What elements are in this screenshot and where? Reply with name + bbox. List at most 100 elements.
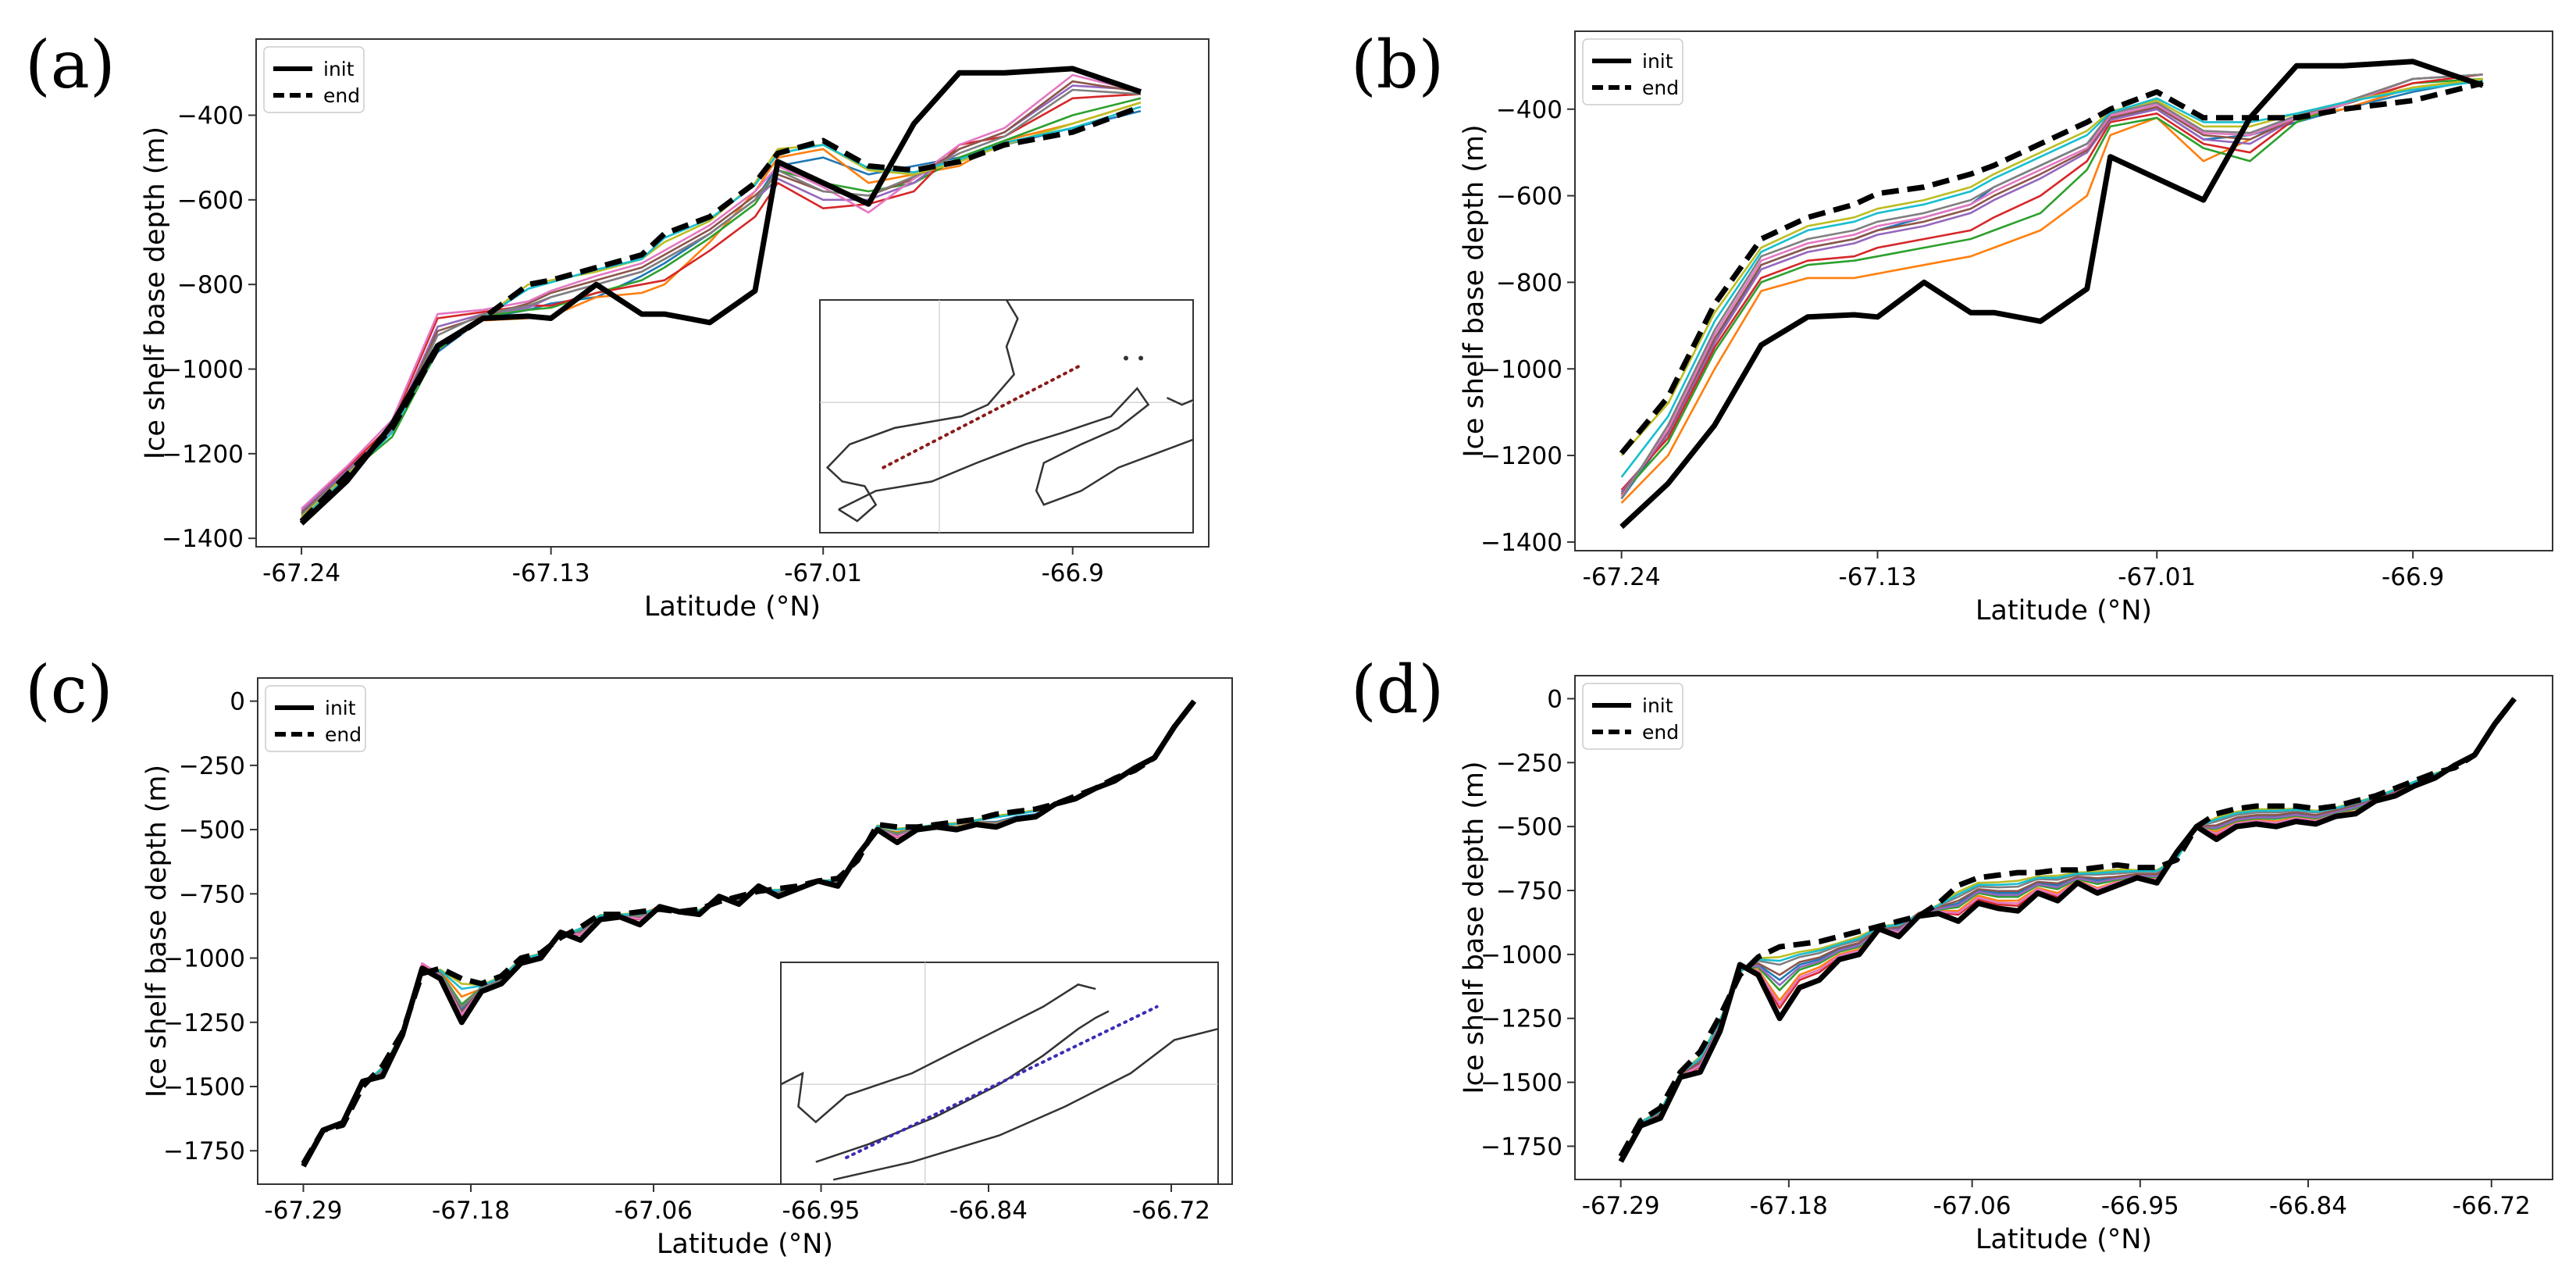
end-line bbox=[301, 699, 1197, 1165]
legend-init-label: init bbox=[1642, 694, 1673, 717]
y-axis-label: Ice shelf base depth (m) bbox=[1459, 761, 1490, 1094]
ensemble-line bbox=[1619, 698, 2516, 1161]
inset-map-frame bbox=[819, 299, 1194, 534]
y-tick-label: −250 bbox=[1496, 749, 1562, 777]
plot-frame bbox=[1574, 30, 2553, 551]
legend-box bbox=[265, 685, 366, 752]
y-tick-label: −250 bbox=[179, 752, 245, 780]
inset-transect bbox=[845, 1005, 1159, 1159]
y-tick-label: −500 bbox=[1496, 813, 1562, 841]
ensemble-line bbox=[1620, 73, 2483, 500]
chart-panel: (b) -67.24 -67.13 -67.01 -66.9 −1400 −1200 −100… bbox=[1351, 27, 2553, 626]
legend-box bbox=[1582, 38, 1683, 105]
x-tick-label: -67.29 bbox=[1582, 1192, 1660, 1220]
y-tick-label: −400 bbox=[1496, 96, 1562, 124]
inset-coastline bbox=[832, 1027, 1219, 1181]
ensemble-line bbox=[1620, 77, 2483, 500]
ensemble-line bbox=[1619, 698, 2516, 1162]
panel-label: (c) bbox=[25, 651, 113, 728]
chart-panel: (a) -67.24 -67.13 -67.01 -66.9 −1400 −1200 −100… bbox=[25, 27, 1210, 623]
y-tick-label: −800 bbox=[177, 271, 244, 299]
ensemble-line bbox=[301, 80, 1142, 514]
ensemble-line bbox=[1620, 73, 2483, 498]
y-tick-label: −1750 bbox=[163, 1137, 245, 1165]
init-line bbox=[1619, 59, 2484, 530]
y-tick-label: −1500 bbox=[1480, 1069, 1562, 1097]
legend-box bbox=[1582, 683, 1683, 750]
y-tick-label: 0 bbox=[230, 688, 245, 716]
x-tick-label: -66.84 bbox=[2269, 1192, 2347, 1220]
ensemble-line bbox=[301, 73, 1142, 510]
y-tick-label: −1000 bbox=[163, 945, 245, 973]
x-tick-label: -67.24 bbox=[1583, 563, 1661, 591]
y-tick-label: −1250 bbox=[1480, 1005, 1562, 1033]
y-tick-label: 0 bbox=[1547, 685, 1562, 713]
data-lines bbox=[299, 66, 1142, 526]
x-tick-label: -67.29 bbox=[265, 1197, 343, 1225]
end-line bbox=[299, 104, 1142, 523]
panel-label: (b) bbox=[1351, 27, 1444, 103]
x-tick-label: -67.01 bbox=[2118, 563, 2196, 591]
y-tick-label: −1500 bbox=[163, 1073, 245, 1101]
end-line bbox=[1618, 697, 2517, 1158]
panel-label: (d) bbox=[1351, 651, 1444, 728]
legend-end-label: end bbox=[323, 84, 360, 107]
init-line bbox=[1618, 697, 2517, 1163]
x-tick-label: -66.9 bbox=[2382, 563, 2444, 591]
ensemble-line bbox=[1619, 698, 2516, 1161]
ensemble-line bbox=[1619, 698, 2516, 1160]
chart-panel: (c) -67.29 -67.18 -67.06 -66.95 -66.84 -66.72 −… bbox=[25, 651, 1233, 1260]
y-tick-label: −600 bbox=[177, 187, 244, 215]
inset-transect bbox=[882, 363, 1083, 469]
x-tick-label: -67.24 bbox=[262, 559, 340, 587]
panel-label: (a) bbox=[25, 27, 116, 103]
y-axis-label: Ice shelf base depth (m) bbox=[140, 127, 171, 459]
legend-end-label: end bbox=[325, 723, 362, 746]
y-tick-label: −1000 bbox=[1480, 941, 1562, 969]
ensemble-line bbox=[1620, 73, 2483, 491]
x-tick-label: -67.06 bbox=[615, 1197, 693, 1225]
ensemble-line bbox=[1619, 698, 2516, 1160]
x-tick-label: -66.72 bbox=[1132, 1197, 1210, 1225]
x-tick-label: -67.01 bbox=[784, 559, 862, 587]
ensemble-line bbox=[1620, 80, 2483, 478]
x-tick-label: -66.84 bbox=[950, 1197, 1028, 1225]
x-tick-label: -67.18 bbox=[432, 1197, 510, 1225]
ensemble-line bbox=[1619, 698, 2516, 1158]
legend-end-label: end bbox=[1642, 77, 1679, 99]
x-tick-label: -67.13 bbox=[512, 559, 590, 587]
y-tick-label: −1400 bbox=[1480, 529, 1562, 557]
ensemble-line bbox=[301, 93, 1141, 510]
y-tick-label: −1000 bbox=[1480, 355, 1562, 384]
inset-coastline bbox=[1166, 397, 1194, 406]
y-axis-label: Ice shelf base depth (m) bbox=[141, 765, 173, 1097]
inset-island bbox=[1138, 355, 1144, 361]
x-tick-label: -66.95 bbox=[782, 1197, 860, 1225]
y-axis-label: Ice shelf base depth (m) bbox=[1459, 124, 1490, 457]
data-lines bbox=[1618, 697, 2517, 1163]
x-axis-label: Latitude (°N) bbox=[644, 591, 821, 623]
ensemble-line bbox=[1619, 698, 2516, 1161]
ensemble-line bbox=[301, 109, 1142, 514]
inset-coastline bbox=[825, 299, 1019, 523]
y-tick-label: −1750 bbox=[1480, 1133, 1562, 1161]
x-tick-label: -67.18 bbox=[1750, 1192, 1828, 1220]
ensemble-line bbox=[1620, 77, 2483, 495]
y-tick-label: −1000 bbox=[162, 356, 244, 384]
ensemble-line bbox=[301, 88, 1141, 516]
y-tick-label: −500 bbox=[179, 816, 245, 844]
plot-frame bbox=[255, 38, 1210, 548]
legend-init-label: init bbox=[325, 697, 356, 719]
inset-coastline bbox=[815, 1010, 1110, 1163]
y-tick-label: −1250 bbox=[163, 1009, 245, 1037]
inset-island bbox=[1123, 355, 1128, 361]
x-tick-label: -66.95 bbox=[2101, 1192, 2179, 1220]
x-axis-label: Latitude (°N) bbox=[1976, 595, 2152, 626]
inset-map-frame bbox=[780, 962, 1219, 1185]
y-tick-label: −1200 bbox=[162, 441, 244, 469]
x-axis-label: Latitude (°N) bbox=[1976, 1224, 2152, 1255]
y-tick-label: −1200 bbox=[1480, 442, 1562, 470]
ensemble-line bbox=[1619, 698, 2516, 1162]
y-tick-label: −800 bbox=[1496, 269, 1562, 297]
